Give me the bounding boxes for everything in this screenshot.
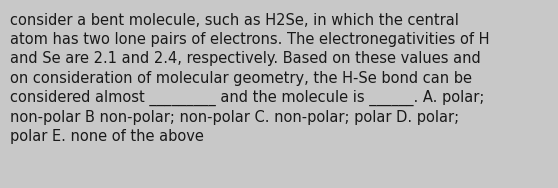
Text: consider a bent molecule, such as H2Se, in which the central
atom has two lone p: consider a bent molecule, such as H2Se, … — [10, 13, 489, 144]
